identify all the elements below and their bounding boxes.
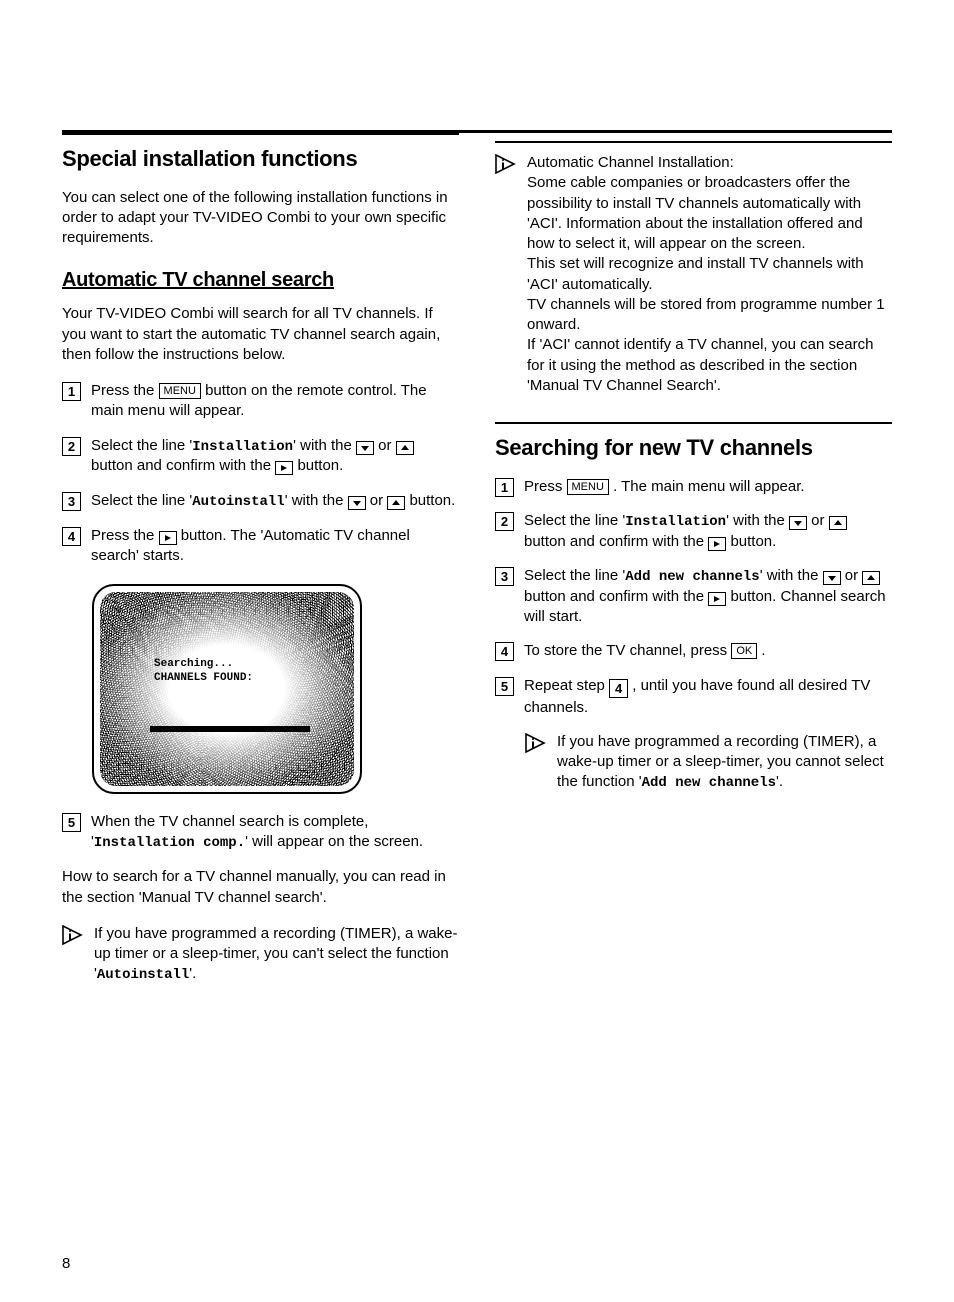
tv-screen-figure: Searching... CHANNELS FOUND:	[92, 584, 362, 794]
intro-auto-search: Your TV-VIDEO Combi will search for all …	[62, 304, 459, 365]
step-text: Press the	[91, 382, 159, 399]
intro-special: You can select one of the following inst…	[62, 188, 459, 249]
step-text: Select the line '	[524, 512, 625, 529]
info-arrow-icon	[62, 925, 84, 951]
step-text: or	[366, 492, 388, 509]
step-text: Select the line '	[91, 437, 192, 454]
up-arrow-key	[829, 516, 847, 530]
step-text: Repeat step	[524, 677, 609, 694]
down-arrow-key	[823, 571, 841, 585]
step-number: 4	[62, 527, 81, 546]
step-r3: 3 Select the line 'Add new channels' wit…	[495, 566, 892, 627]
subtitle-auto-search: Automatic TV channel search	[62, 268, 459, 292]
step-ref-4: 4	[609, 679, 628, 698]
step-text: . The main menu will appear.	[609, 478, 805, 495]
menu-line-add-new: Add new channels	[625, 569, 759, 585]
manual-search-hint: How to search for a TV channel manually,…	[62, 867, 459, 908]
tv-progress-bar	[150, 726, 310, 732]
step-5: 5 When the TV channel search is complete…	[62, 812, 459, 853]
aci-body: Some cable companies or broadcasters off…	[527, 174, 885, 394]
step-text: Select the line '	[524, 567, 625, 584]
step-r4: 4 To store the TV channel, press OK .	[495, 641, 892, 661]
step-text: or	[374, 437, 396, 454]
step-number: 3	[62, 492, 81, 511]
right-arrow-key	[159, 531, 177, 545]
down-arrow-key	[789, 516, 807, 530]
step-1: 1 Press the MENU button on the remote co…	[62, 381, 459, 422]
down-arrow-key	[348, 496, 366, 510]
note-text: '.	[189, 965, 196, 982]
info-arrow-icon	[525, 733, 547, 759]
tv-screen-text: Searching... CHANNELS FOUND:	[154, 658, 253, 686]
right-arrow-key	[708, 592, 726, 606]
menu-key: MENU	[159, 383, 201, 399]
step-r5: 5 Repeat step 4 , until you have found a…	[495, 676, 892, 718]
tv-noise-bg	[100, 592, 354, 786]
step-text: Press	[524, 478, 567, 495]
step-4: 4 Press the button. The 'Automatic TV ch…	[62, 526, 459, 567]
menu-key: MENU	[567, 479, 609, 495]
step-text: button and confirm with the	[91, 457, 275, 474]
step-2: 2 Select the line 'Installation' with th…	[62, 436, 459, 477]
step-text: .	[757, 642, 765, 659]
step-text: ' with the	[760, 567, 823, 584]
note-mono-autoinstall: Autoinstall	[97, 967, 189, 983]
down-arrow-key	[356, 441, 374, 455]
step-number: 1	[62, 382, 81, 401]
step-text: button.	[293, 457, 343, 474]
step-text: button and confirm with the	[524, 533, 708, 550]
menu-line-autoinstall: Autoinstall	[192, 494, 284, 510]
screen-msg-install-comp: Installation comp.	[94, 835, 245, 851]
note-add-new-locked: If you have programmed a recording (TIME…	[525, 732, 892, 793]
section-title-special: Special installation functions	[62, 133, 459, 174]
ok-key: OK	[731, 643, 757, 659]
step-text: Press the	[91, 527, 159, 544]
step-text: ' with the	[726, 512, 789, 529]
up-arrow-key	[862, 571, 880, 585]
step-text: button.	[405, 492, 455, 509]
step-r1: 1 Press MENU . The main menu will appear…	[495, 477, 892, 497]
step-text: or	[807, 512, 829, 529]
note-autoinstall-locked: If you have programmed a recording (TIME…	[62, 924, 459, 985]
up-arrow-key	[396, 441, 414, 455]
steps-search-new: 1 Press MENU . The main menu will appear…	[495, 477, 892, 718]
step-text: To store the TV channel, press	[524, 642, 731, 659]
up-arrow-key	[387, 496, 405, 510]
menu-line-installation: Installation	[192, 439, 293, 455]
step-text: Select the line '	[91, 492, 192, 509]
section-title-search-new: Searching for new TV channels	[495, 422, 892, 463]
step-number: 2	[62, 437, 81, 456]
note-aci: Automatic Channel Installation: Some cab…	[495, 153, 892, 396]
step-text: or	[841, 567, 863, 584]
step-3: 3 Select the line 'Autoinstall' with the…	[62, 491, 459, 512]
step-number: 2	[495, 512, 514, 531]
step-number: 5	[62, 813, 81, 832]
right-arrow-key	[708, 537, 726, 551]
steps-auto-search: 1 Press the MENU button on the remote co…	[62, 381, 459, 566]
page-number: 8	[62, 1255, 70, 1272]
info-arrow-icon	[495, 154, 517, 180]
step-text: ' will appear on the screen.	[245, 833, 423, 850]
note-mono-add-new: Add new channels	[642, 775, 776, 791]
step-text: button and confirm with the	[524, 588, 708, 605]
menu-line-installation: Installation	[625, 514, 726, 530]
right-column: Automatic Channel Installation: Some cab…	[495, 133, 892, 985]
step-number: 5	[495, 677, 514, 696]
step-number: 1	[495, 478, 514, 497]
step-r2: 2 Select the line 'Installation' with th…	[495, 511, 892, 552]
right-arrow-key	[275, 461, 293, 475]
step-text: ' with the	[293, 437, 356, 454]
step-text: button.	[726, 533, 776, 550]
step-number: 4	[495, 642, 514, 661]
note-text: '.	[776, 773, 783, 790]
step-text: ' with the	[285, 492, 348, 509]
aci-lead: Automatic Channel Installation:	[527, 154, 734, 171]
steps-auto-search-cont: 5 When the TV channel search is complete…	[62, 812, 459, 853]
step-number: 3	[495, 567, 514, 586]
left-column: Special installation functions You can s…	[62, 133, 459, 985]
